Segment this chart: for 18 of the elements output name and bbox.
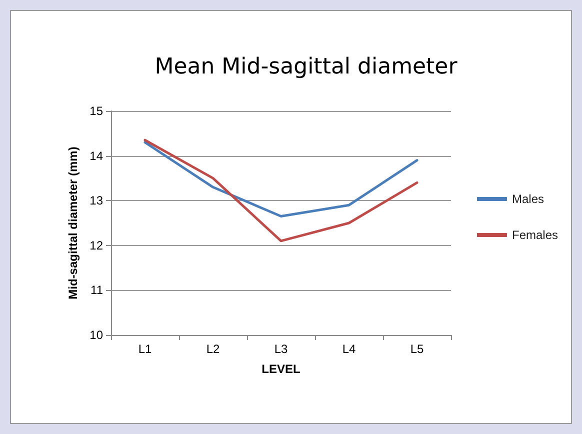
line-series bbox=[144, 141, 418, 218]
x-tick-label: L2 bbox=[206, 342, 220, 356]
y-tick-label: 10 bbox=[90, 328, 104, 342]
y-tick-label: 12 bbox=[90, 238, 104, 252]
legend-label: Females bbox=[512, 228, 558, 242]
y-tick-label: 14 bbox=[90, 148, 104, 163]
y-tick-label: 15 bbox=[90, 104, 104, 118]
x-axis-title: LEVEL bbox=[262, 362, 300, 376]
y-axis-title: Mid-sagittal diameter (mm) bbox=[66, 146, 80, 300]
x-tick-label: L4 bbox=[342, 342, 356, 356]
chart-title: Mean Mid-sagittal diameter bbox=[154, 54, 458, 80]
y-tick-label: 11 bbox=[90, 283, 104, 298]
x-tick-label: L5 bbox=[410, 342, 424, 356]
y-tick-label: 13 bbox=[90, 194, 104, 208]
x-tick-label: L1 bbox=[138, 342, 152, 356]
line-series bbox=[144, 138, 418, 242]
x-tick-label: L3 bbox=[274, 342, 288, 356]
legend-label: Males bbox=[512, 192, 544, 206]
